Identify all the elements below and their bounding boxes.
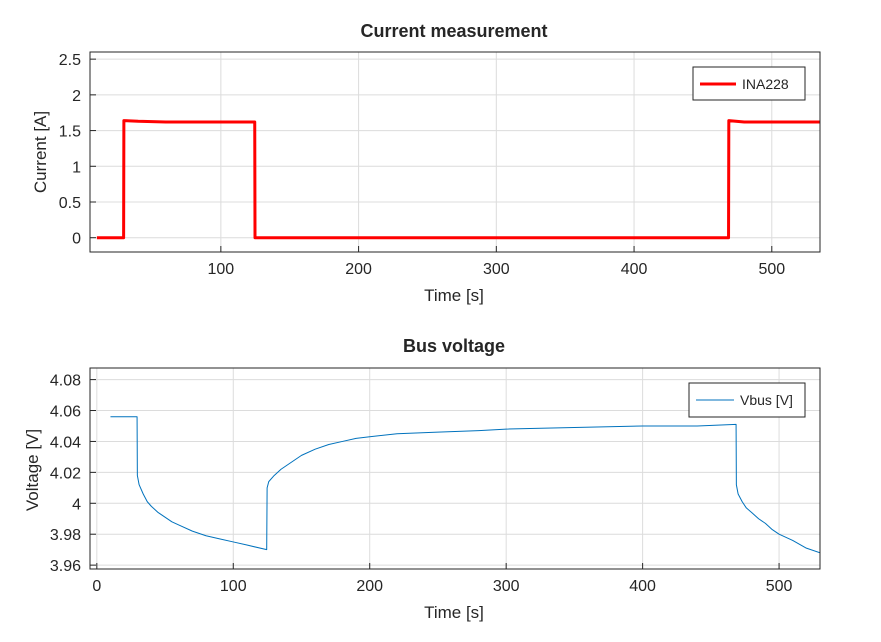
current-series-line bbox=[96, 119, 820, 240]
current-x-tick-label: 200 bbox=[345, 261, 372, 278]
voltage-chart-title: Bus voltage bbox=[403, 336, 505, 356]
current-y-tick-label: 0 bbox=[72, 231, 81, 248]
current-chart-y-ticks: 0 0.5 1 1.5 2 2.5 bbox=[59, 52, 96, 248]
current-x-tick-label: 400 bbox=[621, 261, 648, 278]
current-chart-title: Current measurement bbox=[360, 21, 547, 41]
voltage-x-tick-label: 400 bbox=[629, 578, 656, 595]
voltage-legend-label: Vbus [V] bbox=[740, 392, 793, 408]
voltage-y-tick-label: 3.98 bbox=[50, 527, 81, 544]
voltage-chart: Bus voltage 0 100 200 300 400 500 3.96 3.98 4 4.… bbox=[23, 336, 821, 622]
current-chart: Current measurement 100 200 300 400 500 0 0.5… bbox=[31, 21, 821, 305]
voltage-series-line bbox=[110, 416, 820, 554]
current-x-tick-label: 500 bbox=[758, 261, 785, 278]
voltage-chart-legend: Vbus [V] bbox=[688, 382, 806, 418]
current-x-tick-label: 100 bbox=[207, 261, 234, 278]
voltage-y-tick-label: 4.02 bbox=[50, 465, 81, 482]
voltage-y-tick-label: 4.08 bbox=[50, 373, 81, 390]
voltage-x-tick-label: 0 bbox=[92, 578, 101, 595]
voltage-chart-series bbox=[110, 416, 820, 554]
voltage-x-tick-label: 200 bbox=[356, 578, 383, 595]
voltage-chart-x-ticks: 0 100 200 300 400 500 bbox=[92, 563, 793, 595]
current-y-tick-label: 1.5 bbox=[59, 124, 81, 141]
voltage-chart-frame bbox=[89, 367, 821, 570]
voltage-x-tick-label: 500 bbox=[766, 578, 793, 595]
voltage-y-tick-label: 4.04 bbox=[50, 434, 81, 451]
current-chart-legend: INA228 bbox=[692, 66, 806, 101]
current-y-tick-label: 0.5 bbox=[59, 195, 81, 212]
current-y-tick-label: 1 bbox=[72, 159, 81, 176]
voltage-x-tick-label: 300 bbox=[493, 578, 520, 595]
voltage-chart-ylabel: Voltage [V] bbox=[23, 429, 42, 511]
current-chart-series bbox=[96, 119, 820, 240]
current-chart-xlabel: Time [s] bbox=[424, 286, 484, 305]
current-y-tick-label: 2.5 bbox=[59, 52, 81, 69]
current-chart-x-ticks: 100 200 300 400 500 bbox=[207, 246, 785, 278]
voltage-chart-y-ticks: 3.96 3.98 4 4.02 4.04 4.06 4.08 bbox=[50, 373, 96, 575]
current-chart-frame bbox=[89, 51, 821, 253]
voltage-x-tick-label: 100 bbox=[220, 578, 247, 595]
voltage-y-tick-label: 4.06 bbox=[50, 404, 81, 421]
current-legend-label: INA228 bbox=[742, 76, 789, 92]
current-y-tick-label: 2 bbox=[72, 88, 81, 105]
current-x-tick-label: 300 bbox=[483, 261, 510, 278]
voltage-chart-xlabel: Time [s] bbox=[424, 603, 484, 622]
current-chart-ylabel: Current [A] bbox=[31, 111, 50, 193]
voltage-y-tick-label: 3.96 bbox=[50, 558, 81, 575]
voltage-chart-grid bbox=[90, 368, 820, 569]
voltage-y-tick-label: 4 bbox=[72, 496, 81, 513]
